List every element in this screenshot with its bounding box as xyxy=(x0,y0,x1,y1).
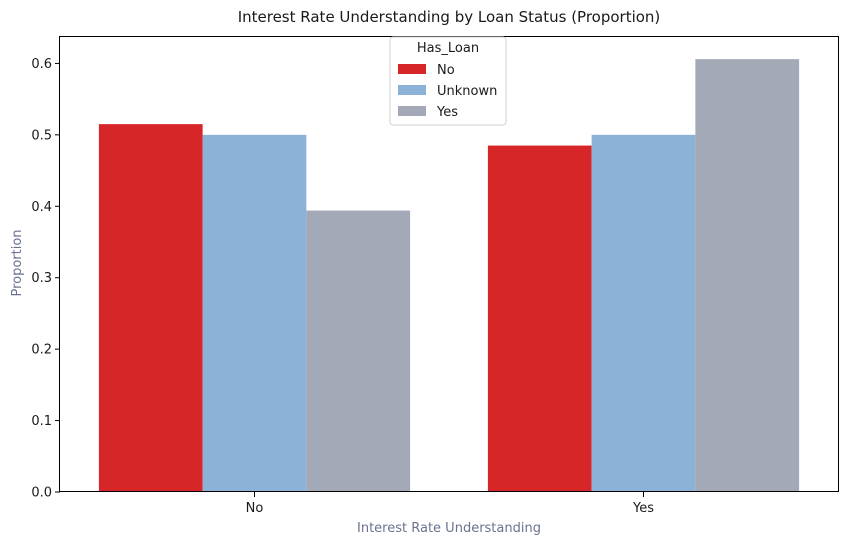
y-ticks-group: 0.0 0.1 0.2 0.3 0.4 0.5 0.6 xyxy=(31,57,60,501)
chart-title: Interest Rate Understanding by Loan Stat… xyxy=(238,8,661,26)
y-tick-label: 0.4 xyxy=(31,200,52,215)
bars-group xyxy=(98,59,800,493)
y-tick-label: 0.1 xyxy=(31,414,52,429)
legend-swatch-yes xyxy=(398,106,426,116)
y-axis-label: Proportion xyxy=(10,229,25,296)
bar-yes-yes xyxy=(695,59,800,493)
y-tick-label: 0.5 xyxy=(31,128,52,143)
legend-box xyxy=(389,36,507,126)
legend-swatch-no xyxy=(398,64,426,74)
x-tick-label-yes: Yes xyxy=(632,501,654,516)
bar-yes-no xyxy=(306,210,411,493)
y-tick-label: 0.0 xyxy=(31,486,52,501)
bar-no-no xyxy=(98,124,203,493)
legend: Has_Loan No Unknown Yes xyxy=(389,36,507,126)
legend-label-no: No xyxy=(437,63,455,78)
x-axis-label: Interest Rate Understanding xyxy=(357,521,541,536)
x-tick-label-no: No xyxy=(246,501,264,516)
bar-unknown-no xyxy=(202,134,307,492)
y-tick-label: 0.2 xyxy=(31,343,52,358)
bar-no-yes xyxy=(487,145,592,493)
legend-swatch-unknown xyxy=(398,85,426,95)
bar-unknown-yes xyxy=(591,134,696,492)
legend-title: Has_Loan xyxy=(417,41,479,56)
legend-label-unknown: Unknown xyxy=(437,84,497,99)
y-tick-label: 0.6 xyxy=(31,57,52,72)
y-tick-label: 0.3 xyxy=(31,271,52,286)
x-ticks-group: No Yes xyxy=(246,492,654,516)
legend-label-yes: Yes xyxy=(436,105,458,120)
